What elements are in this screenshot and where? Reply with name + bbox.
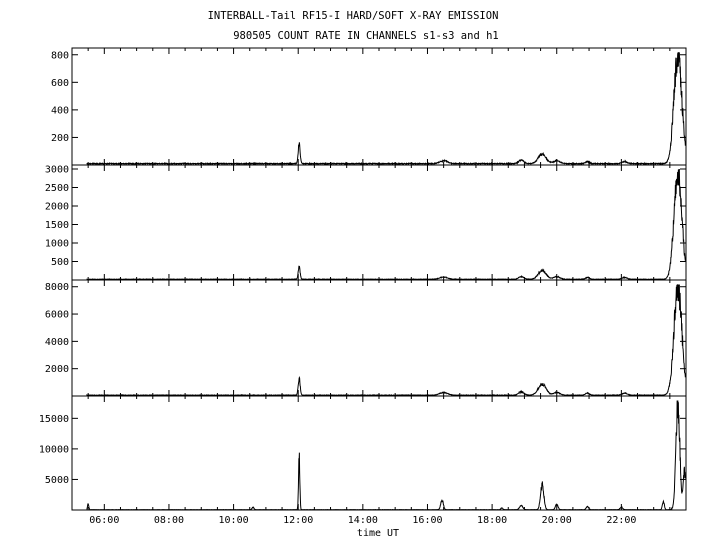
x-tick-label: 08:00	[154, 515, 184, 526]
series-line-s3	[86, 284, 686, 397]
panel-s3: 2000 4000 6000 8000	[45, 279, 687, 397]
y-tick-label: 3000	[45, 165, 69, 176]
panel-frame	[71, 279, 687, 397]
series-line-h1	[86, 400, 686, 511]
y-tick-label: 6000	[45, 310, 69, 321]
y-tick-label: 8000	[45, 282, 69, 293]
x-tick-label: 10:00	[219, 515, 249, 526]
y-tick-label: 10000	[39, 444, 69, 455]
y-tick-label: 1000	[45, 239, 69, 250]
y-tick-label: 15000	[39, 414, 69, 425]
y-tick-label: 200	[51, 133, 69, 144]
y-tick-label: 600	[51, 78, 69, 89]
panel-frame	[71, 47, 687, 166]
panel-s2: 500 1000 1500 2000 2500 3000	[45, 164, 687, 281]
x-tick-label: 06:00	[89, 515, 119, 526]
x-axis: 06:00 08:00 10:00 12:00 14:00 16:00 18:00 20:00…	[89, 515, 636, 526]
y-tick-label: 2000	[45, 202, 69, 213]
panel-frame	[71, 164, 687, 281]
x-tick-label: 14:00	[348, 515, 378, 526]
x-axis-label: time UT	[357, 528, 399, 539]
y-tick-label: 2000	[45, 364, 69, 375]
y-tick-label: 800	[51, 50, 69, 61]
chart-subtitle: 980505 COUNT RATE IN CHANNELS s1-s3 and …	[233, 30, 499, 42]
y-tick-label: 400	[51, 105, 69, 116]
y-tick-label: 500	[51, 257, 69, 268]
series-line-s1	[86, 51, 686, 166]
x-tick-label: 16:00	[412, 515, 442, 526]
x-tick-label: 20:00	[542, 515, 572, 526]
chart-title: INTERBALL-Tail RF15-I HARD/SOFT X-RAY EM…	[208, 10, 499, 22]
y-tick-label: 2500	[45, 183, 69, 194]
panel-h1: 5000 10000 15000	[39, 395, 687, 511]
panel-frame	[71, 395, 687, 511]
y-tick-label: 5000	[45, 475, 69, 486]
y-tick-label: 1500	[45, 220, 69, 231]
x-tick-label: 12:00	[283, 515, 313, 526]
series-line-s2	[86, 169, 686, 281]
x-tick-label: 22:00	[606, 515, 636, 526]
panel-s1: 200 400 600 800	[51, 47, 687, 166]
y-tick-label: 4000	[45, 337, 69, 348]
x-tick-label: 18:00	[477, 515, 507, 526]
panels-group: 200 400 600 800 500 1000 1500 2000 2500 3000 2000 4…	[39, 47, 687, 511]
